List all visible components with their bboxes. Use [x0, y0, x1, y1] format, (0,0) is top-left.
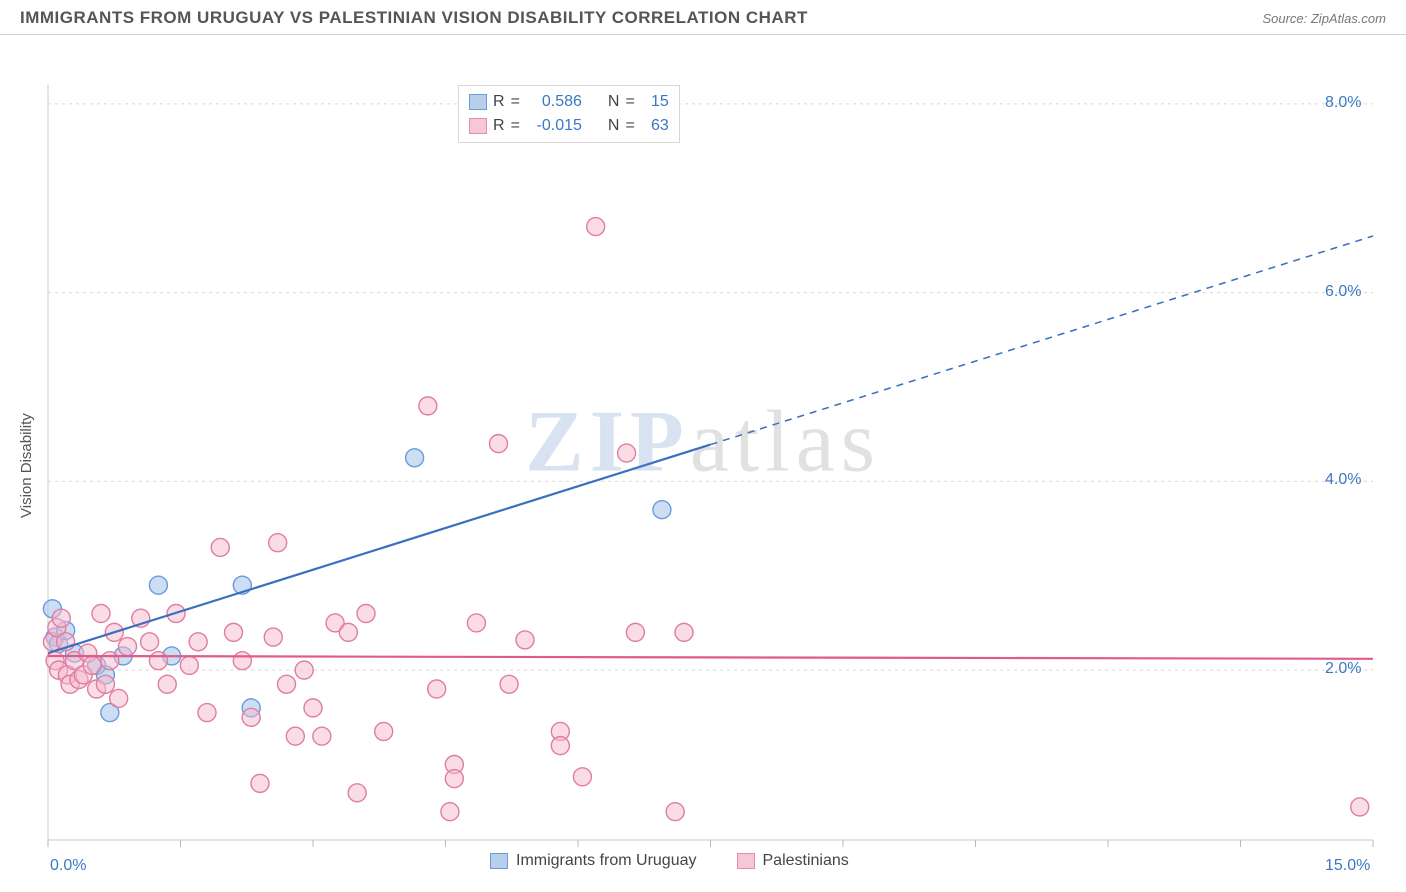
legend-swatch [469, 94, 487, 110]
y-tick-label: 6.0% [1325, 283, 1361, 301]
x-tick-label: 0.0% [50, 857, 86, 875]
data-point [339, 623, 357, 641]
data-point [445, 770, 463, 788]
y-axis-label: Vision Disability [18, 413, 35, 518]
data-point [675, 623, 693, 641]
data-point [419, 397, 437, 415]
n-label: N [608, 93, 620, 111]
r-value: -0.015 [526, 117, 582, 135]
legend-row: R = 0.586 N = 15 [469, 90, 669, 114]
data-point [490, 435, 508, 453]
data-point [269, 534, 287, 552]
data-point [428, 680, 446, 698]
data-point [264, 628, 282, 646]
data-point [198, 704, 216, 722]
correlation-legend: R = 0.586 N = 15 R = -0.015 N = 63 [458, 85, 680, 143]
y-tick-label: 8.0% [1325, 94, 1361, 112]
data-point [441, 803, 459, 821]
data-point [587, 218, 605, 236]
data-point [304, 699, 322, 717]
data-point [375, 722, 393, 740]
data-point [1351, 798, 1369, 816]
data-point [348, 784, 366, 802]
source-value: ZipAtlas.com [1311, 11, 1386, 26]
y-tick-label: 2.0% [1325, 660, 1361, 678]
legend-label: Immigrants from Uruguay [516, 852, 697, 870]
data-point [83, 656, 101, 674]
equals-sign: = [511, 93, 520, 111]
data-point [626, 623, 644, 641]
series-legend: Immigrants from Uruguay Palestinians [490, 852, 849, 870]
n-label: N [608, 117, 620, 135]
data-point [500, 675, 518, 693]
n-value: 15 [641, 93, 669, 111]
data-point [295, 661, 313, 679]
y-tick-label: 4.0% [1325, 471, 1361, 489]
data-point [573, 768, 591, 786]
data-point [233, 652, 251, 670]
data-point [119, 638, 137, 656]
scatter-chart [0, 35, 1406, 883]
legend-swatch [737, 853, 755, 869]
r-value: 0.586 [526, 93, 582, 111]
data-point [357, 605, 375, 623]
data-point [653, 501, 671, 519]
equals-sign: = [625, 93, 634, 111]
data-point [551, 737, 569, 755]
data-point [278, 675, 296, 693]
r-label: R [493, 117, 505, 135]
n-value: 63 [641, 117, 669, 135]
data-point [211, 538, 229, 556]
legend-swatch [490, 853, 508, 869]
trend-line [48, 445, 711, 654]
data-point [225, 623, 243, 641]
legend-row: R = -0.015 N = 63 [469, 114, 669, 138]
data-point [618, 444, 636, 462]
page-title: IMMIGRANTS FROM URUGUAY VS PALESTINIAN V… [20, 8, 808, 28]
data-point [666, 803, 684, 821]
legend-item: Palestinians [737, 852, 849, 870]
x-tick-label: 15.0% [1325, 857, 1370, 875]
data-point [52, 609, 70, 627]
data-point [467, 614, 485, 632]
data-point [406, 449, 424, 467]
r-label: R [493, 93, 505, 111]
data-point [149, 652, 167, 670]
data-point [180, 656, 198, 674]
data-point [251, 774, 269, 792]
equals-sign: = [511, 117, 520, 135]
data-point [516, 631, 534, 649]
source-attribution: Source: ZipAtlas.com [1262, 11, 1386, 26]
legend-item: Immigrants from Uruguay [490, 852, 697, 870]
data-point [96, 675, 114, 693]
source-label: Source: [1262, 11, 1310, 26]
data-point [141, 633, 159, 651]
chart-container: ZIPatlas Vision Disability R=0.586N=15R=… [0, 35, 1406, 883]
data-point [149, 576, 167, 594]
legend-label: Palestinians [763, 852, 849, 870]
data-point [110, 689, 128, 707]
trend-line-extrapolated [711, 236, 1374, 445]
data-point [286, 727, 304, 745]
data-point [101, 652, 119, 670]
equals-sign: = [625, 117, 634, 135]
data-point [92, 605, 110, 623]
data-point [158, 675, 176, 693]
legend-swatch [469, 118, 487, 134]
data-point [189, 633, 207, 651]
data-point [242, 708, 260, 726]
data-point [313, 727, 331, 745]
